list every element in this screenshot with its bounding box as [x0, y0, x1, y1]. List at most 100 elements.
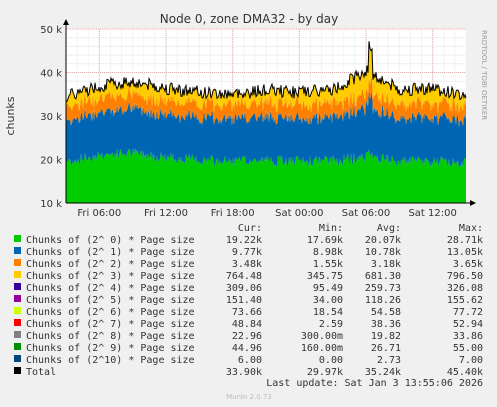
legend-label: Chunks of (2^ 8) * Page size — [26, 331, 195, 342]
x-tick-label: Fri 18:00 — [211, 208, 255, 219]
y-tick-label: 10 k — [40, 199, 62, 210]
legend-swatch — [14, 343, 21, 350]
legend-swatch — [14, 235, 21, 242]
legend-value-cur: 48.84 — [232, 319, 262, 330]
legend-swatch — [14, 307, 21, 314]
legend-value-max: 7.00 — [459, 355, 483, 366]
legend-value-max: 77.72 — [453, 307, 483, 318]
y-tick-label: 50 k — [40, 25, 62, 36]
area-chunks-2-3 — [66, 41, 466, 114]
legend-label: Chunks of (2^ 1) * Page size — [26, 247, 195, 258]
last-update: Last update: Sat Jan 3 13:55:06 2026 — [266, 378, 483, 389]
legend-value-min: 34.00 — [313, 295, 343, 306]
legend-label: Chunks of (2^10) * Page size — [26, 355, 195, 366]
munin-version: Munin 2.0.73 — [226, 393, 272, 401]
legend-value-max: 33.86 — [453, 331, 483, 342]
legend-label: Chunks of (2^ 7) * Page size — [26, 319, 195, 330]
chart-title: Node 0, zone DMA32 - by day — [160, 12, 338, 26]
legend-value-min: 160.00m — [301, 343, 343, 354]
legend-value-avg: 3.18k — [371, 259, 401, 270]
y-axis-label: chunks — [4, 96, 17, 135]
legend-swatch — [14, 367, 21, 374]
legend-value-avg: 38.36 — [371, 319, 401, 330]
legend-value-cur: 22.96 — [232, 331, 262, 342]
legend-value-avg: 10.78k — [365, 247, 401, 258]
legend-value-cur: 151.40 — [226, 295, 262, 306]
legend-value-avg: 681.30 — [365, 271, 401, 282]
legend-swatch — [14, 295, 21, 302]
legend-label: Chunks of (2^ 4) * Page size — [26, 283, 195, 294]
legend-value-min: 1.55k — [313, 259, 343, 270]
legend-value-min: 18.54 — [313, 307, 343, 318]
legend-value-max: 55.00 — [453, 343, 483, 354]
legend-value-cur: 9.77k — [232, 247, 262, 258]
y-axis-arrow — [63, 19, 69, 25]
legend-value-min: 17.69k — [307, 235, 343, 246]
axes — [63, 19, 476, 206]
legend-value-min: 8.98k — [313, 247, 343, 258]
legend-value-max: 796.50 — [447, 271, 483, 282]
legend-value-max: 3.65k — [453, 259, 483, 270]
tick-labels: 10 k 20 k 30 k 40 k 50 k Fri 06:00 Fri 12:00 Fr… — [40, 25, 457, 219]
legend-value-min: 29.97k — [307, 367, 343, 378]
legend-value-avg: 19.82 — [371, 331, 401, 342]
legend: Cur: Min: Avg: Max: Chunks of (2^ 0) * P… — [14, 223, 483, 378]
legend-swatch — [14, 271, 21, 278]
legend-value-cur: 3.48k — [232, 259, 262, 270]
legend-swatch — [14, 259, 21, 266]
x-tick-label: Fri 06:00 — [77, 208, 121, 219]
legend-swatch — [14, 319, 21, 326]
legend-label: Chunks of (2^ 5) * Page size — [26, 295, 195, 306]
legend-header-min: Min: — [319, 223, 343, 234]
legend-value-avg: 26.71 — [371, 343, 401, 354]
y-tick-label: 30 k — [40, 112, 62, 123]
x-axis-arrow — [470, 200, 476, 206]
area-chunks-2-0 — [66, 148, 466, 203]
legend-value-avg: 35.24k — [365, 367, 401, 378]
legend-value-avg: 118.26 — [365, 295, 401, 306]
legend-value-max: 13.05k — [447, 247, 483, 258]
legend-value-cur: 33.90k — [226, 367, 262, 378]
legend-value-max: 155.62 — [447, 295, 483, 306]
legend-swatch — [14, 355, 21, 362]
legend-header-avg: Avg: — [377, 223, 401, 234]
legend-value-cur: 19.22k — [226, 235, 262, 246]
legend-value-cur: 309.06 — [226, 283, 262, 294]
legend-value-cur: 44.96 — [232, 343, 262, 354]
legend-value-max: 28.71k — [447, 235, 483, 246]
legend-value-max: 45.40k — [447, 367, 483, 378]
legend-value-avg: 20.07k — [365, 235, 401, 246]
legend-header-max: Max: — [459, 223, 483, 234]
legend-swatch — [14, 247, 21, 254]
legend-value-min: 0.00 — [319, 355, 343, 366]
legend-value-cur: 73.66 — [232, 307, 262, 318]
legend-value-min: 345.75 — [307, 271, 343, 282]
x-tick-label: Fri 12:00 — [144, 208, 188, 219]
legend-label: Chunks of (2^ 3) * Page size — [26, 271, 195, 282]
area-chunks-2-2 — [66, 75, 466, 127]
legend-value-cur: 6.00 — [238, 355, 262, 366]
legend-value-min: 95.49 — [313, 283, 343, 294]
y-tick-label: 40 k — [40, 69, 62, 80]
legend-value-avg: 54.58 — [371, 307, 401, 318]
legend-value-avg: 2.73 — [377, 355, 401, 366]
x-tick-label: Sat 12:00 — [408, 208, 456, 219]
x-tick-label: Sat 06:00 — [342, 208, 390, 219]
rrdtool-credit: RRDTOOL / TOBI OETIKER — [480, 30, 488, 120]
stacked-areas — [65, 41, 467, 203]
y-tick-label: 20 k — [40, 156, 62, 167]
legend-swatch — [14, 283, 21, 290]
legend-label: Chunks of (2^ 6) * Page size — [26, 307, 195, 318]
legend-label: Total — [26, 367, 56, 378]
legend-label: Chunks of (2^ 2) * Page size — [26, 259, 195, 270]
legend-label: Chunks of (2^ 9) * Page size — [26, 343, 195, 354]
legend-value-min: 2.59 — [319, 319, 343, 330]
legend-swatch — [14, 331, 21, 338]
legend-value-avg: 259.73 — [365, 283, 401, 294]
area-chunks-2-1 — [66, 89, 466, 169]
total-line — [65, 41, 467, 103]
legend-header-cur: Cur: — [238, 223, 262, 234]
x-tick-label: Sat 00:00 — [275, 208, 323, 219]
legend-value-max: 326.08 — [447, 283, 483, 294]
